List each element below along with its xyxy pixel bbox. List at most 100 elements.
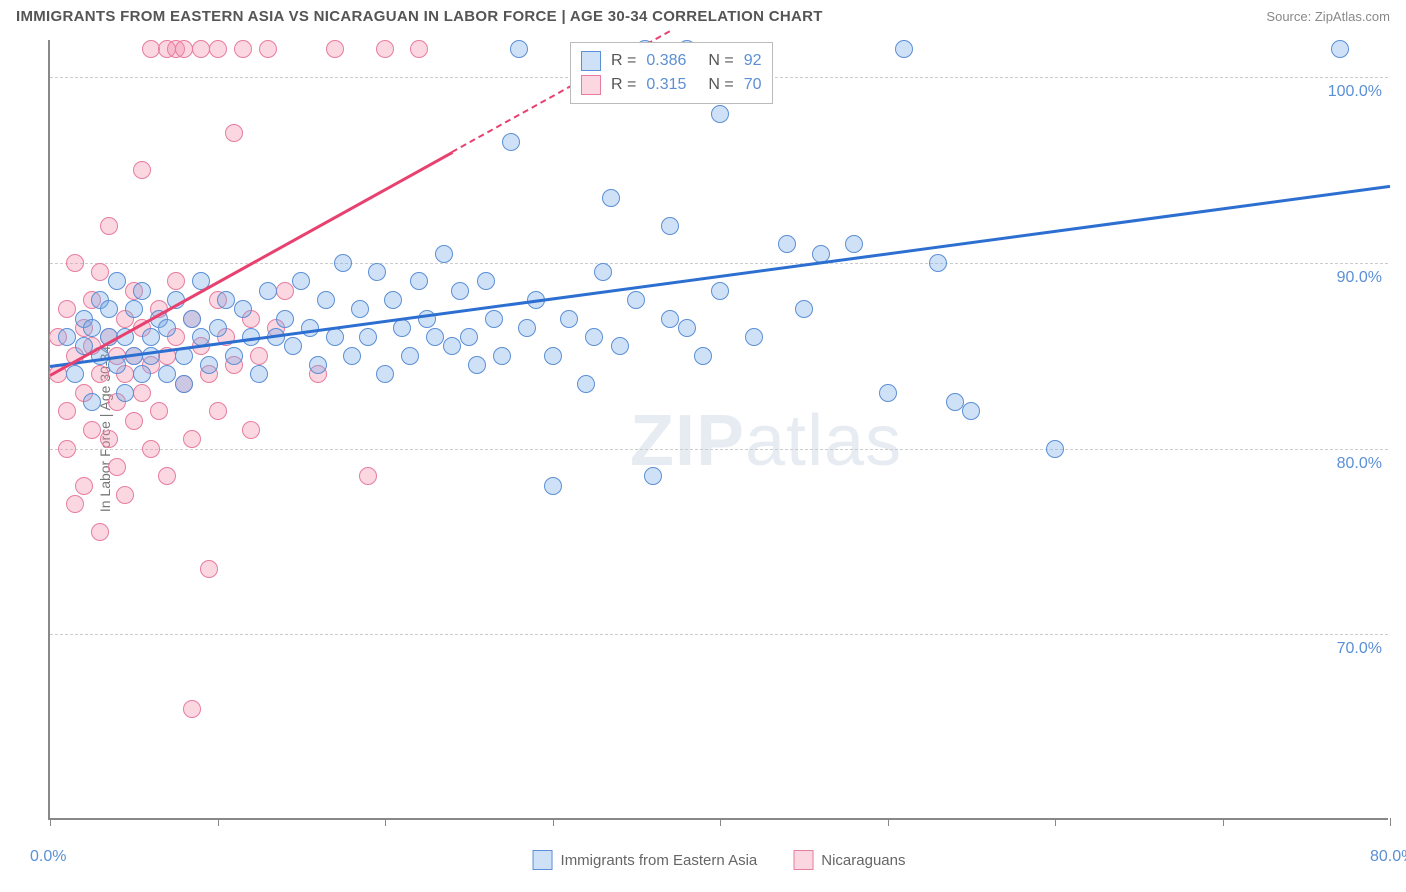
data-point: [368, 263, 386, 281]
data-point: [343, 347, 361, 365]
data-point: [443, 337, 461, 355]
data-point: [418, 310, 436, 328]
data-point: [477, 272, 495, 290]
data-point: [879, 384, 897, 402]
x-tick-label: 80.0%: [1370, 848, 1406, 866]
r-label: R =: [611, 76, 636, 94]
stats-legend: R =0.386N =92R =0.315N =70: [570, 42, 773, 104]
data-point: [502, 133, 520, 151]
data-point: [661, 310, 679, 328]
r-value: 0.386: [646, 52, 686, 70]
data-point: [66, 254, 84, 272]
data-point: [225, 347, 243, 365]
data-point: [510, 40, 528, 58]
data-point: [376, 40, 394, 58]
data-point: [326, 328, 344, 346]
data-point: [108, 272, 126, 290]
data-point: [745, 328, 763, 346]
data-point: [125, 300, 143, 318]
data-point: [845, 235, 863, 253]
data-point: [711, 105, 729, 123]
data-point: [133, 384, 151, 402]
data-point: [91, 523, 109, 541]
n-label: N =: [708, 76, 733, 94]
data-point: [58, 402, 76, 420]
r-value: 0.315: [646, 76, 686, 94]
data-point: [209, 319, 227, 337]
data-point: [66, 365, 84, 383]
data-point: [100, 430, 118, 448]
x-tick-label: 0.0%: [30, 848, 66, 866]
x-tick: [1055, 818, 1056, 826]
data-point: [133, 282, 151, 300]
data-point: [627, 291, 645, 309]
data-point: [158, 365, 176, 383]
data-point: [83, 393, 101, 411]
chart-header: IMMIGRANTS FROM EASTERN ASIA VS NICARAGU…: [0, 0, 1406, 29]
r-label: R =: [611, 52, 636, 70]
y-tick-label: 100.0%: [1328, 83, 1390, 101]
data-point: [225, 124, 243, 142]
data-point: [929, 254, 947, 272]
data-point: [142, 347, 160, 365]
y-tick-label: 80.0%: [1337, 455, 1390, 473]
y-tick-label: 70.0%: [1337, 640, 1390, 658]
data-point: [133, 365, 151, 383]
data-point: [142, 40, 160, 58]
data-point: [242, 421, 260, 439]
data-point: [209, 40, 227, 58]
series-label: Immigrants from Eastern Asia: [561, 852, 758, 869]
data-point: [544, 347, 562, 365]
data-point: [1331, 40, 1349, 58]
data-point: [200, 356, 218, 374]
x-tick: [720, 818, 721, 826]
gridline: [50, 449, 1388, 450]
legend-swatch: [533, 850, 553, 870]
source-attribution: Source: ZipAtlas.com: [1266, 9, 1390, 24]
data-point: [451, 282, 469, 300]
data-point: [334, 254, 352, 272]
x-tick: [385, 818, 386, 826]
series-legend-item: Nicaraguans: [793, 850, 905, 870]
data-point: [1046, 440, 1064, 458]
data-point: [426, 328, 444, 346]
data-point: [259, 40, 277, 58]
data-point: [309, 356, 327, 374]
data-point: [142, 328, 160, 346]
stats-legend-row: R =0.386N =92: [581, 49, 762, 73]
data-point: [175, 40, 193, 58]
data-point: [83, 421, 101, 439]
data-point: [116, 486, 134, 504]
data-point: [276, 282, 294, 300]
data-point: [284, 337, 302, 355]
x-tick: [1223, 818, 1224, 826]
y-tick-label: 90.0%: [1337, 269, 1390, 287]
data-point: [946, 393, 964, 411]
data-point: [192, 40, 210, 58]
data-point: [393, 319, 411, 337]
watermark: ZIPatlas: [630, 400, 902, 482]
data-point: [91, 263, 109, 281]
data-point: [711, 282, 729, 300]
scatter-chart: In Labor Force | Age 30-34 ZIPatlas 70.0…: [48, 40, 1388, 820]
n-value: 70: [744, 76, 762, 94]
data-point: [351, 300, 369, 318]
data-point: [58, 300, 76, 318]
data-point: [83, 319, 101, 337]
data-point: [644, 467, 662, 485]
series-label: Nicaraguans: [821, 852, 905, 869]
data-point: [75, 477, 93, 495]
data-point: [292, 272, 310, 290]
data-point: [544, 477, 562, 495]
gridline: [50, 634, 1388, 635]
n-value: 92: [744, 52, 762, 70]
x-tick: [218, 818, 219, 826]
data-point: [150, 402, 168, 420]
data-point: [602, 189, 620, 207]
data-point: [301, 319, 319, 337]
data-point: [183, 700, 201, 718]
data-point: [594, 263, 612, 281]
data-point: [209, 402, 227, 420]
data-point: [200, 560, 218, 578]
data-point: [158, 467, 176, 485]
